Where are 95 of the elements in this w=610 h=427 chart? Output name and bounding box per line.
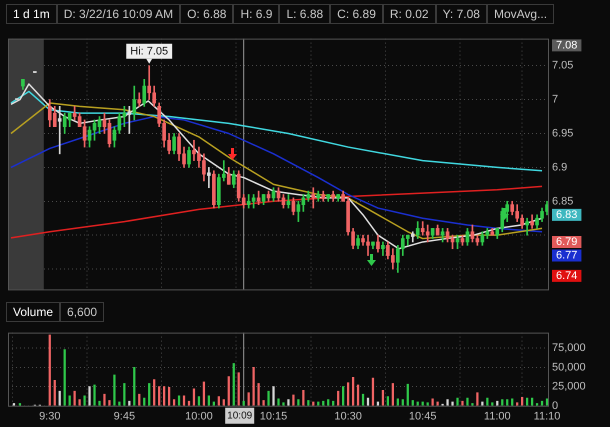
bar (312, 402, 314, 406)
bar (521, 396, 524, 406)
bar (536, 403, 538, 406)
bar (153, 379, 156, 406)
bar (54, 380, 56, 406)
y-tick-label: 0 (552, 400, 558, 412)
bar (48, 334, 51, 406)
annotation: Hi: 7.05 (130, 46, 168, 58)
text: H: 6.9 (233, 4, 280, 24)
bar (426, 402, 429, 406)
bar (546, 398, 548, 406)
bar (128, 400, 130, 406)
bar (238, 372, 240, 406)
bar (317, 402, 320, 406)
bar (58, 390, 61, 406)
bar (162, 386, 166, 406)
bar (18, 403, 22, 406)
bar (386, 396, 390, 406)
bar (212, 402, 215, 406)
y2-tick-label: 6.77 (556, 250, 578, 262)
bar (73, 390, 76, 406)
bar (471, 403, 474, 406)
bar (307, 400, 310, 406)
text: MovAvg... (486, 4, 554, 24)
bar (342, 386, 344, 406)
text: L: 6.88 (279, 4, 330, 24)
text: Y: 7.08 (436, 4, 487, 24)
bar (248, 392, 250, 406)
bar (297, 399, 300, 406)
bar (406, 384, 409, 406)
bar (491, 402, 494, 406)
x-tick-label: 11:10 (534, 410, 560, 422)
y-tick-label: 6.85 (552, 195, 574, 208)
bar (218, 396, 220, 406)
bar (138, 394, 140, 406)
bar (327, 399, 330, 406)
bar (228, 376, 230, 406)
x-tick-label: 10:00 (185, 410, 213, 422)
text: O: 6.88 (180, 4, 234, 24)
bar (158, 386, 160, 406)
bar (68, 395, 71, 406)
bar (337, 390, 340, 406)
text: Volume (6, 302, 60, 322)
y-tick-label: 6.95 (552, 128, 574, 140)
y2-tick-label: 7.08 (556, 39, 578, 52)
bar (422, 402, 424, 406)
y-tick-label: 7.05 (552, 60, 574, 72)
chart-title: 1 d 1m (6, 4, 57, 24)
y2-tick-label: 6.83 (556, 208, 578, 221)
y-tick-label: 7 (552, 94, 558, 106)
bar (123, 383, 126, 406)
ref-line-label: 10:09 (227, 410, 253, 422)
x-tick-label: 10:30 (334, 410, 362, 422)
bar (232, 363, 235, 406)
bar (332, 400, 334, 406)
bar (402, 399, 404, 406)
bar (481, 402, 484, 406)
bar (396, 398, 399, 406)
bar (432, 398, 434, 406)
y-tick-label: 25,000 (552, 380, 586, 393)
bar (416, 402, 419, 406)
bar (511, 398, 514, 406)
text: 6,600 (60, 302, 104, 322)
y2-tick-label: 6.79 (556, 236, 578, 248)
bar (516, 402, 518, 406)
y2-tick-label: 6.74 (556, 270, 578, 282)
bar (392, 383, 394, 406)
bar (12, 403, 16, 406)
x-tick-label: 10:15 (260, 410, 288, 422)
x-tick-label: 9:45 (114, 410, 136, 422)
bar (242, 400, 245, 406)
bar (208, 395, 210, 406)
bar (118, 402, 120, 406)
text: C: 6.89 (330, 4, 383, 24)
text: D: 3/22/16 10:09 AM (56, 4, 180, 24)
bar (412, 400, 414, 406)
y-tick-label: 6.9 (552, 161, 568, 174)
x-tick-label: 9:30 (39, 410, 60, 422)
bar (222, 399, 225, 406)
bar (486, 398, 488, 406)
bar (143, 398, 146, 406)
y-tick-label: 50,000 (552, 361, 586, 374)
x-tick-label: 10:45 (408, 410, 436, 422)
x-tick-label: 11:00 (484, 410, 511, 422)
bar (302, 390, 304, 406)
bar (506, 399, 508, 406)
bar (501, 399, 504, 406)
y-tick-label: 75,000 (552, 342, 586, 354)
bar (496, 400, 498, 406)
bar (148, 383, 150, 406)
bar (322, 400, 324, 406)
bar (252, 366, 255, 406)
text: R: 0.02 (382, 4, 436, 24)
bar (133, 366, 136, 406)
bar (64, 349, 66, 406)
